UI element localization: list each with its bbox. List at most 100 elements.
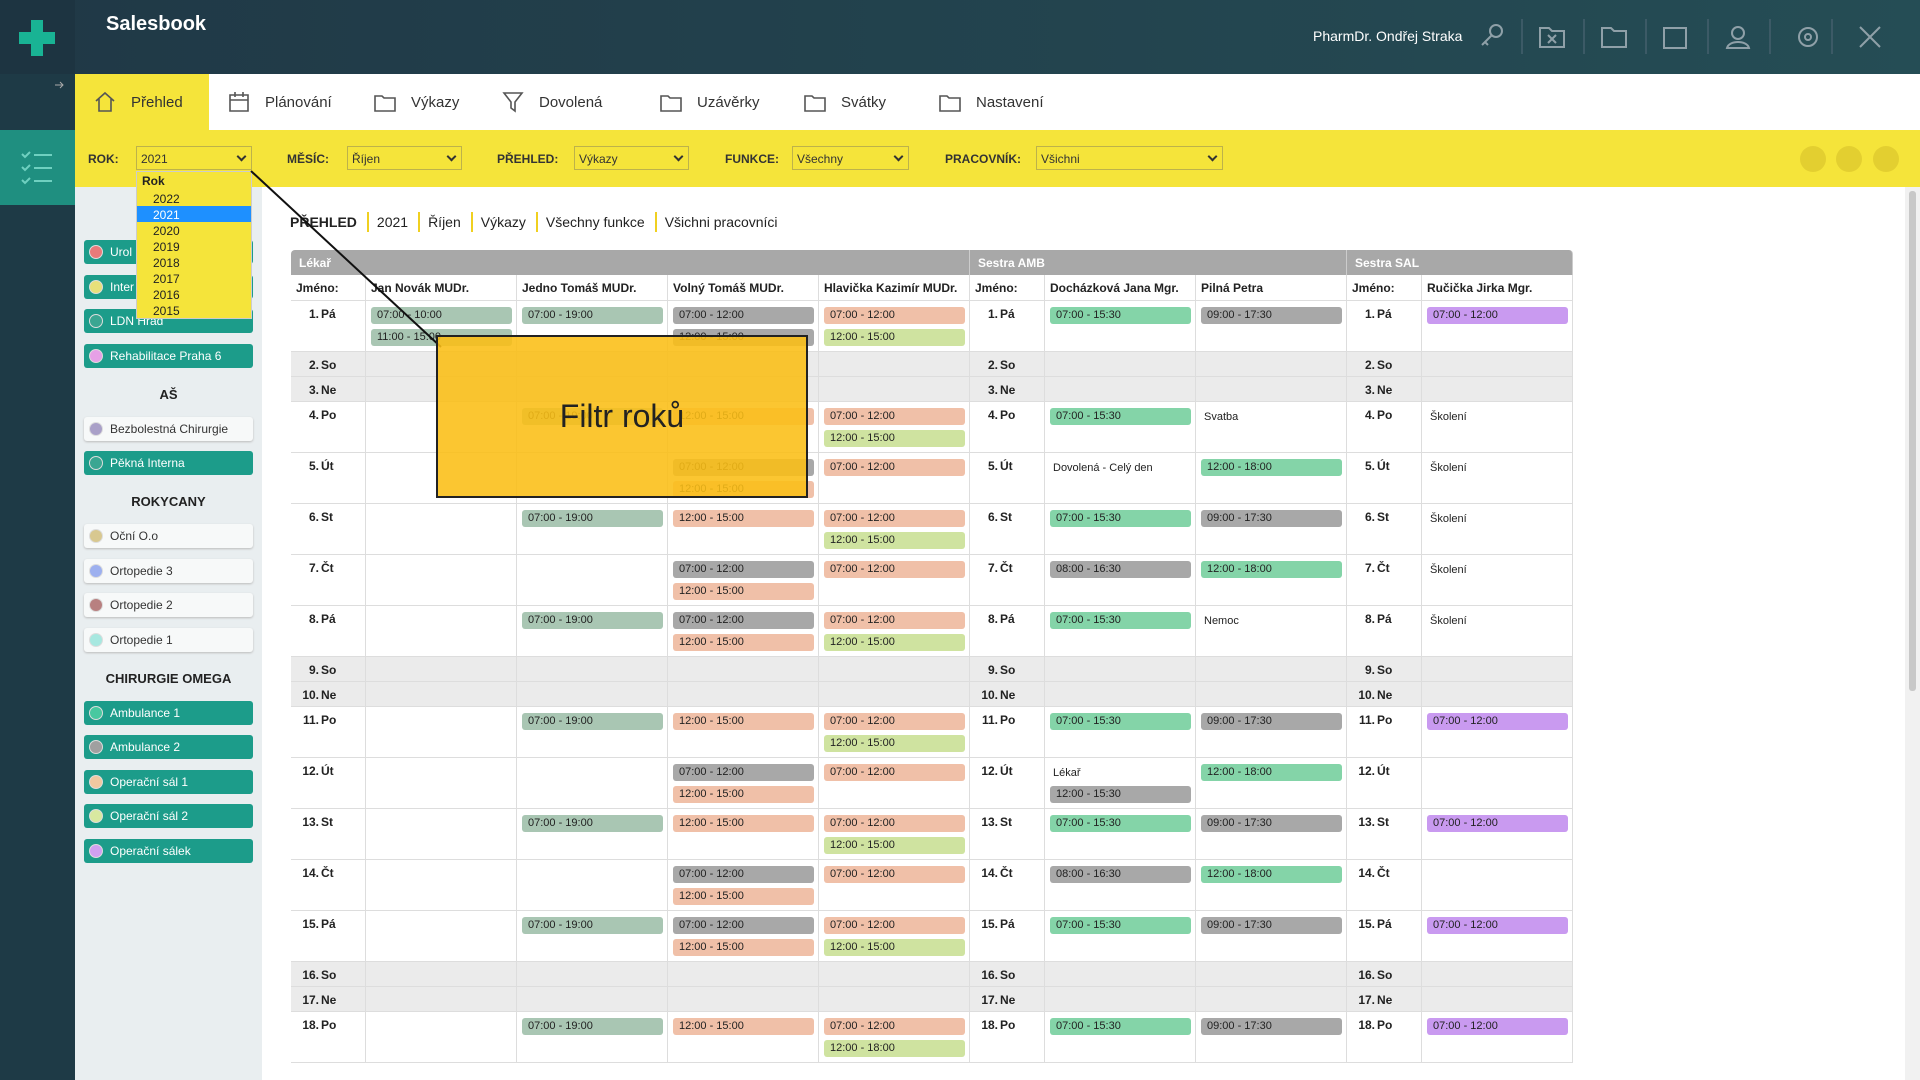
shift-chip[interactable]: 07:00 - 12:00 (1427, 917, 1568, 934)
shift-chip[interactable]: 07:00 - 12:00 (824, 561, 965, 578)
print-action[interactable] (1836, 146, 1862, 172)
shift-chip[interactable]: 07:00 - 12:00 (1427, 307, 1568, 324)
shift-chip[interactable]: 12:00 - 15:00 (673, 1018, 814, 1035)
sidebar-item[interactable]: Operační sál 1 (84, 769, 253, 794)
shift-chip[interactable]: 07:00 - 15:30 (1050, 713, 1191, 730)
sidebar-item[interactable]: Ortopedie 2 (84, 593, 253, 617)
close-icon[interactable] (1859, 26, 1881, 48)
shift-chip[interactable]: 07:00 - 12:00 (673, 561, 814, 578)
shift-chip[interactable]: 07:00 - 12:00 (1427, 1018, 1568, 1035)
shift-chip[interactable]: 08:00 - 16:30 (1050, 561, 1191, 578)
dropdown-option[interactable]: 2019 (137, 238, 251, 254)
shift-chip[interactable]: 09:00 - 17:30 (1201, 917, 1342, 934)
nav-item[interactable]: Svátky (785, 74, 920, 130)
shift-chip[interactable]: 07:00 - 12:00 (824, 459, 965, 476)
shift-chip[interactable]: 12:00 - 18:00 (1201, 764, 1342, 781)
shift-chip[interactable]: 07:00 - 19:00 (522, 510, 663, 527)
dropdown-option[interactable]: 2022 (137, 190, 251, 206)
shift-chip[interactable]: 07:00 - 12:00 (673, 866, 814, 883)
shift-chip[interactable]: 09:00 - 17:30 (1201, 1018, 1342, 1035)
user-icon[interactable] (1725, 26, 1751, 49)
shift-chip[interactable]: 07:00 - 15:30 (1050, 612, 1191, 629)
folder-icon[interactable] (1601, 27, 1627, 48)
shift-chip[interactable]: 07:00 - 12:00 (1427, 713, 1568, 730)
breadcrumb-item[interactable]: 2021 (376, 214, 409, 230)
shift-chip[interactable]: 07:00 - 15:30 (1050, 408, 1191, 425)
dropdown-option[interactable]: 2017 (137, 270, 251, 286)
shift-chip[interactable]: 07:00 - 12:00 (673, 764, 814, 781)
shift-chip[interactable]: 07:00 - 12:00 (824, 917, 965, 934)
filter-select[interactable]: Výkazy (574, 146, 689, 170)
shift-chip[interactable]: 12:00 - 18:00 (1201, 459, 1342, 476)
nav-item[interactable]: Přehled (75, 74, 209, 130)
shift-chip[interactable]: 07:00 - 15:30 (1050, 510, 1191, 527)
shift-chip[interactable]: 07:00 - 12:00 (824, 408, 965, 425)
folder-x-icon[interactable] (1539, 27, 1565, 48)
breadcrumb-item[interactable]: Všichni pracovníci (664, 214, 778, 230)
menu-toggle[interactable] (0, 130, 75, 205)
sidebar-item[interactable]: Ambulance 1 (84, 700, 253, 725)
sidebar-item[interactable]: Bezbolestná Chirurgie (84, 416, 253, 441)
breadcrumb-item[interactable]: Říjen (428, 214, 461, 230)
shift-chip[interactable]: 09:00 - 17:30 (1201, 815, 1342, 832)
nav-item[interactable]: Nastavení (920, 74, 1080, 130)
sidebar-item[interactable]: Ambulance 2 (84, 735, 253, 759)
shift-chip[interactable]: 07:00 - 15:30 (1050, 307, 1191, 324)
shift-chip[interactable]: 12:00 - 18:00 (1201, 866, 1342, 883)
shift-chip[interactable]: 07:00 - 12:00 (673, 307, 814, 324)
breadcrumb-item[interactable]: Všechny funkce (545, 214, 645, 230)
sidebar-item[interactable]: Operační sál 2 (84, 804, 253, 828)
shift-chip[interactable]: 07:00 - 19:00 (522, 1018, 663, 1035)
shift-chip[interactable]: 12:00 - 15:00 (673, 634, 814, 651)
shift-chip[interactable]: 12:00 - 15:30 (1050, 786, 1191, 803)
square-icon[interactable] (1663, 27, 1687, 49)
shift-chip[interactable]: 12:00 - 15:00 (673, 510, 814, 527)
shift-chip[interactable]: 07:00 - 12:00 (824, 307, 965, 324)
shift-chip[interactable]: 07:00 - 19:00 (522, 713, 663, 730)
shift-chip[interactable]: 12:00 - 15:00 (673, 713, 814, 730)
user-name[interactable]: PharmDr. Ondřej Straka (1313, 28, 1463, 44)
filter-select[interactable]: Všichni (1036, 146, 1223, 170)
filter-select[interactable]: 2021 (136, 146, 252, 170)
shift-chip[interactable]: 12:00 - 15:00 (824, 837, 965, 854)
shift-chip[interactable]: 12:00 - 15:00 (673, 888, 814, 905)
shift-chip[interactable]: 07:00 - 12:00 (824, 612, 965, 629)
dropdown-option[interactable]: 2018 (137, 254, 251, 270)
shift-chip[interactable]: 12:00 - 15:00 (824, 634, 965, 651)
key-icon[interactable] (1481, 24, 1503, 46)
sidebar-item[interactable]: Oční O.o (84, 524, 253, 548)
dropdown-option[interactable]: 2020 (137, 222, 251, 238)
sidebar-item[interactable]: Rehabilitace Praha 6 (84, 343, 253, 368)
shift-chip[interactable]: 07:00 - 15:30 (1050, 917, 1191, 934)
shift-chip[interactable]: 07:00 - 19:00 (522, 917, 663, 934)
shift-chip[interactable]: 12:00 - 15:00 (824, 329, 965, 346)
dropdown-option[interactable]: 2021 (137, 206, 251, 222)
breadcrumb-item[interactable]: PŘEHLED (290, 214, 357, 230)
shift-chip[interactable]: 09:00 - 17:30 (1201, 713, 1342, 730)
sidebar-item[interactable]: Ortopedie 3 (84, 558, 253, 583)
shift-chip[interactable]: 07:00 - 12:00 (824, 510, 965, 527)
shift-chip[interactable]: 07:00 - 12:00 (824, 1018, 965, 1035)
shift-chip[interactable]: 12:00 - 15:00 (824, 532, 965, 549)
nav-item[interactable]: Dovolená (483, 74, 641, 130)
shift-chip[interactable]: 07:00 - 12:00 (673, 612, 814, 629)
shift-chip[interactable]: 12:00 - 15:00 (673, 815, 814, 832)
shift-chip[interactable]: 12:00 - 18:00 (824, 1040, 965, 1057)
shift-chip[interactable]: 12:00 - 15:00 (824, 939, 965, 956)
filter-select[interactable]: Říjen (347, 146, 462, 170)
shift-chip[interactable]: 12:00 - 15:00 (673, 786, 814, 803)
shift-chip[interactable]: 12:00 - 15:00 (673, 583, 814, 600)
shift-chip[interactable]: 12:00 - 15:00 (824, 735, 965, 752)
shift-chip[interactable]: 12:00 - 15:00 (824, 430, 965, 447)
nav-item[interactable]: Uzávěrky (641, 74, 785, 130)
shift-chip[interactable]: 07:00 - 19:00 (522, 307, 663, 324)
sidebar-item[interactable]: Pěkná Interna (84, 451, 253, 475)
shift-chip[interactable]: 07:00 - 12:00 (824, 815, 965, 832)
settings-icon[interactable] (1798, 27, 1818, 47)
shift-chip[interactable]: 07:00 - 12:00 (824, 866, 965, 883)
filter-select[interactable]: Všechny (792, 146, 909, 170)
sidebar-item[interactable]: Ortopedie 1 (84, 627, 253, 652)
shift-chip[interactable]: 12:00 - 18:00 (1201, 561, 1342, 578)
nav-item[interactable]: Výkazy (355, 74, 483, 130)
scrollbar-thumb[interactable] (1909, 191, 1916, 691)
